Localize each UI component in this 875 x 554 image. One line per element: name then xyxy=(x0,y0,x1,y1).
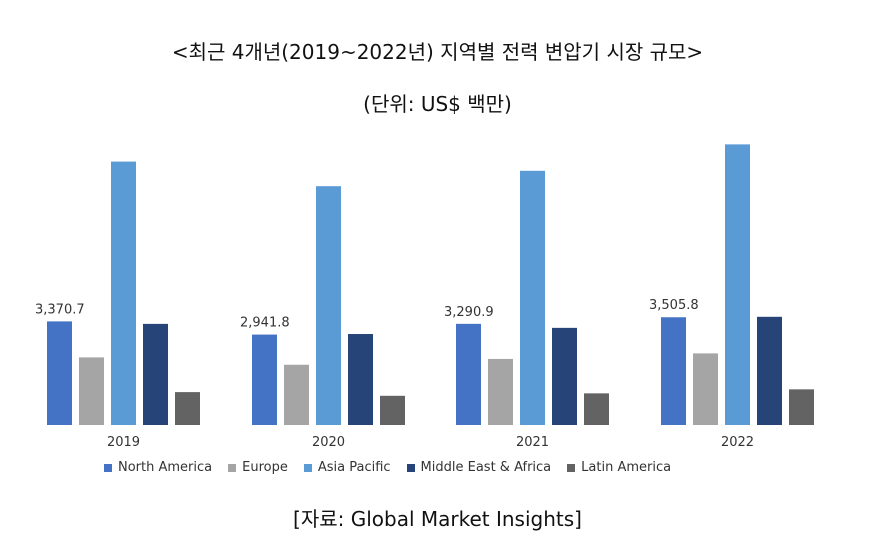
source-note: [자료: Global Market Insights] xyxy=(293,507,582,531)
bar-middle-east-africa-2021 xyxy=(552,327,577,425)
legend-label-middle-east-africa: Middle East & Africa xyxy=(420,460,552,475)
bar-north-america-2021 xyxy=(456,323,481,425)
legend-swatch-europe xyxy=(228,463,237,472)
bar-latin-america-2019 xyxy=(175,392,200,425)
legend-item-north-america: North America xyxy=(104,460,212,475)
bar-europe-2021 xyxy=(488,358,513,425)
legend-label-asia-pacific: Asia Pacific xyxy=(317,460,391,475)
bar-latin-america-2020 xyxy=(380,395,405,425)
legend-item-asia-pacific: Asia Pacific xyxy=(303,460,391,475)
bar-middle-east-africa-2022 xyxy=(757,316,782,425)
x-tick-label-2022: 2022 xyxy=(721,435,754,450)
bar-asia-pacific-2022 xyxy=(725,144,750,426)
legend-item-europe: Europe xyxy=(228,460,288,475)
bar-europe-2020 xyxy=(284,364,309,425)
chart-subtitle: (단위: US$ 백만) xyxy=(363,92,512,116)
bar-north-america-2019 xyxy=(47,321,72,425)
data-label-2020: 2,941.8 xyxy=(240,316,290,331)
legend-label-north-america: North America xyxy=(118,460,213,475)
x-tick-label-2019: 2019 xyxy=(107,435,140,450)
bar-north-america-2022 xyxy=(661,317,686,425)
bar-middle-east-africa-2019 xyxy=(143,323,168,425)
bar-asia-pacific-2021 xyxy=(520,170,545,425)
bar-europe-2022 xyxy=(693,353,718,425)
data-label-2022: 3,505.8 xyxy=(649,298,699,313)
legend-item-latin-america: Latin America xyxy=(567,460,671,475)
bar-north-america-2020 xyxy=(252,334,277,425)
legend-label-latin-america: Latin America xyxy=(581,460,672,475)
data-label-2021: 3,290.9 xyxy=(444,305,494,320)
data-label-2019: 3,370.7 xyxy=(35,302,85,317)
x-tick-label-2020: 2020 xyxy=(312,435,345,450)
legend-label-europe: Europe xyxy=(242,460,288,475)
bar-middle-east-africa-2020 xyxy=(348,334,373,425)
bar-europe-2019 xyxy=(79,357,104,425)
legend-swatch-north-america xyxy=(104,463,112,472)
bar-asia-pacific-2019 xyxy=(111,161,136,425)
legend-swatch-latin-america xyxy=(567,463,576,472)
bar-latin-america-2021 xyxy=(584,393,609,425)
bar-chart: 3,370.7 2019 2,941.8 2020 3,290.9 2021 3,505.8… xyxy=(35,144,814,450)
chart-legend: North America Europe Asia Pacific Middle… xyxy=(104,460,687,475)
legend-swatch-asia-pacific xyxy=(303,463,312,472)
bar-latin-america-2022 xyxy=(789,389,814,425)
chart-title: <최근 4개년(2019~2022년) 지역별 전력 변압기 시장 규모> xyxy=(171,40,704,64)
legend-item-middle-east-africa: Middle East & Africa xyxy=(406,460,552,475)
x-tick-label-2021: 2021 xyxy=(516,435,549,450)
bar-asia-pacific-2020 xyxy=(316,186,341,425)
legend-swatch-middle-east-africa xyxy=(406,463,415,472)
